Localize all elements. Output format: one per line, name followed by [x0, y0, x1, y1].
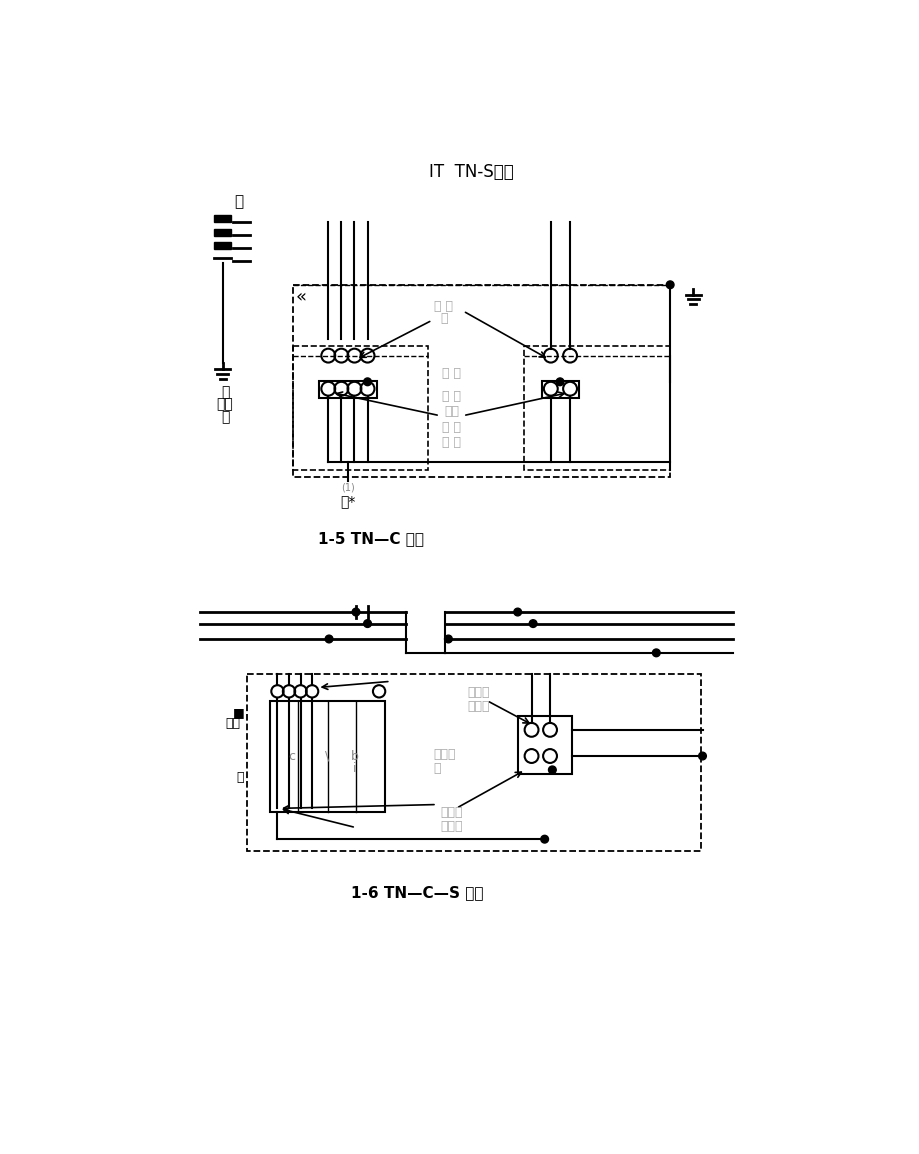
Text: 电气装: 电气装 — [467, 700, 490, 713]
Bar — [523, 346, 669, 470]
Circle shape — [665, 280, 674, 288]
Text: 1-5 TN—C 系统: 1-5 TN—C 系统 — [318, 531, 424, 546]
Circle shape — [444, 635, 452, 643]
Text: 电: 电 — [234, 194, 244, 209]
Text: 用户的: 用户的 — [467, 687, 490, 699]
Text: 置: 置 — [433, 762, 440, 774]
Bar — [214, 241, 231, 248]
Bar — [292, 285, 669, 478]
Bar — [292, 346, 427, 470]
Text: b: b — [350, 749, 358, 763]
Text: 装置: 装置 — [444, 405, 459, 419]
Bar — [214, 228, 231, 235]
Text: 用 户: 用 户 — [434, 300, 453, 313]
Text: 电气装: 电气装 — [433, 748, 455, 760]
Bar — [517, 715, 571, 773]
Circle shape — [514, 608, 521, 616]
Text: c: c — [289, 749, 295, 763]
Bar — [319, 381, 377, 398]
Circle shape — [698, 752, 706, 759]
Text: 外露可: 外露可 — [440, 805, 462, 818]
Bar — [541, 381, 579, 398]
Circle shape — [352, 608, 359, 616]
Bar — [246, 674, 700, 850]
Text: 接: 接 — [221, 411, 229, 425]
Bar — [214, 216, 231, 223]
Text: 电源: 电源 — [225, 717, 240, 730]
Circle shape — [324, 635, 333, 643]
Text: 1-6 TN—C—S 系统: 1-6 TN—C—S 系统 — [351, 885, 483, 900]
Circle shape — [363, 620, 371, 628]
Text: 的: 的 — [439, 313, 447, 325]
Text: ■: ■ — [233, 705, 244, 719]
Text: 电: 电 — [221, 385, 229, 399]
Circle shape — [528, 620, 537, 628]
Text: (1): (1) — [340, 482, 354, 493]
Text: 由 的: 由 的 — [441, 421, 460, 434]
Circle shape — [540, 835, 548, 844]
Text: 源端: 源端 — [217, 397, 233, 411]
Bar — [269, 700, 385, 812]
Text: 电 气: 电 气 — [441, 367, 460, 380]
Text: 接近导: 接近导 — [440, 819, 462, 832]
Text: i: i — [352, 762, 356, 774]
Text: «: « — [295, 287, 306, 306]
Text: 端: 端 — [236, 771, 244, 784]
Text: 外 露: 外 露 — [441, 436, 460, 449]
Text: \: \ — [325, 749, 329, 763]
Circle shape — [556, 379, 563, 385]
Circle shape — [548, 766, 556, 773]
Circle shape — [363, 379, 371, 385]
Text: IT  TN-S系统: IT TN-S系统 — [428, 163, 514, 181]
Text: 电 气: 电 气 — [441, 390, 460, 403]
Circle shape — [652, 649, 660, 657]
Text: 桩*: 桩* — [339, 494, 355, 508]
